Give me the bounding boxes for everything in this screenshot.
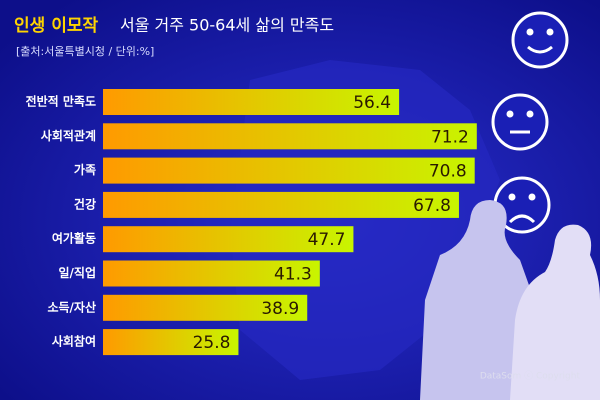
- category-label: 가족: [74, 162, 96, 177]
- bar: [103, 157, 475, 184]
- category-label: 건강: [74, 196, 96, 211]
- category-label: 사회참여: [52, 334, 96, 349]
- value-label: 25.8: [193, 333, 231, 353]
- category-label: 여가활동: [52, 231, 96, 246]
- title-highlight: 인생 이모작: [14, 16, 98, 36]
- people-silhouettes: [420, 200, 600, 400]
- category-label: 일/직업: [58, 265, 96, 280]
- subtitle: [출처:서울특별시청 / 단위:%]: [16, 45, 154, 58]
- bar: [103, 329, 239, 356]
- value-label: 47.7: [308, 230, 346, 250]
- value-label: 38.9: [261, 299, 299, 319]
- value-label: 70.8: [429, 162, 467, 182]
- bar: [103, 294, 308, 321]
- bar: [103, 226, 354, 253]
- chart-title: 서울 거주 50-64세 삶의 만족도: [120, 16, 334, 35]
- value-label: 41.3: [274, 265, 312, 285]
- faces: [491, 11, 569, 234]
- category-label: 전반적 만족도: [26, 94, 96, 109]
- bar: [103, 191, 459, 218]
- bar: [103, 89, 400, 115]
- credit: DataSom ⓒ Copyright: [480, 371, 581, 382]
- category-label: 사회적관계: [41, 128, 96, 143]
- value-label: 71.2: [431, 127, 469, 147]
- bar: [103, 260, 320, 287]
- category-label: 소득/자산: [47, 299, 96, 314]
- value-label: 67.8: [413, 196, 451, 216]
- value-label: 56.4: [353, 93, 391, 113]
- bar: [103, 123, 477, 150]
